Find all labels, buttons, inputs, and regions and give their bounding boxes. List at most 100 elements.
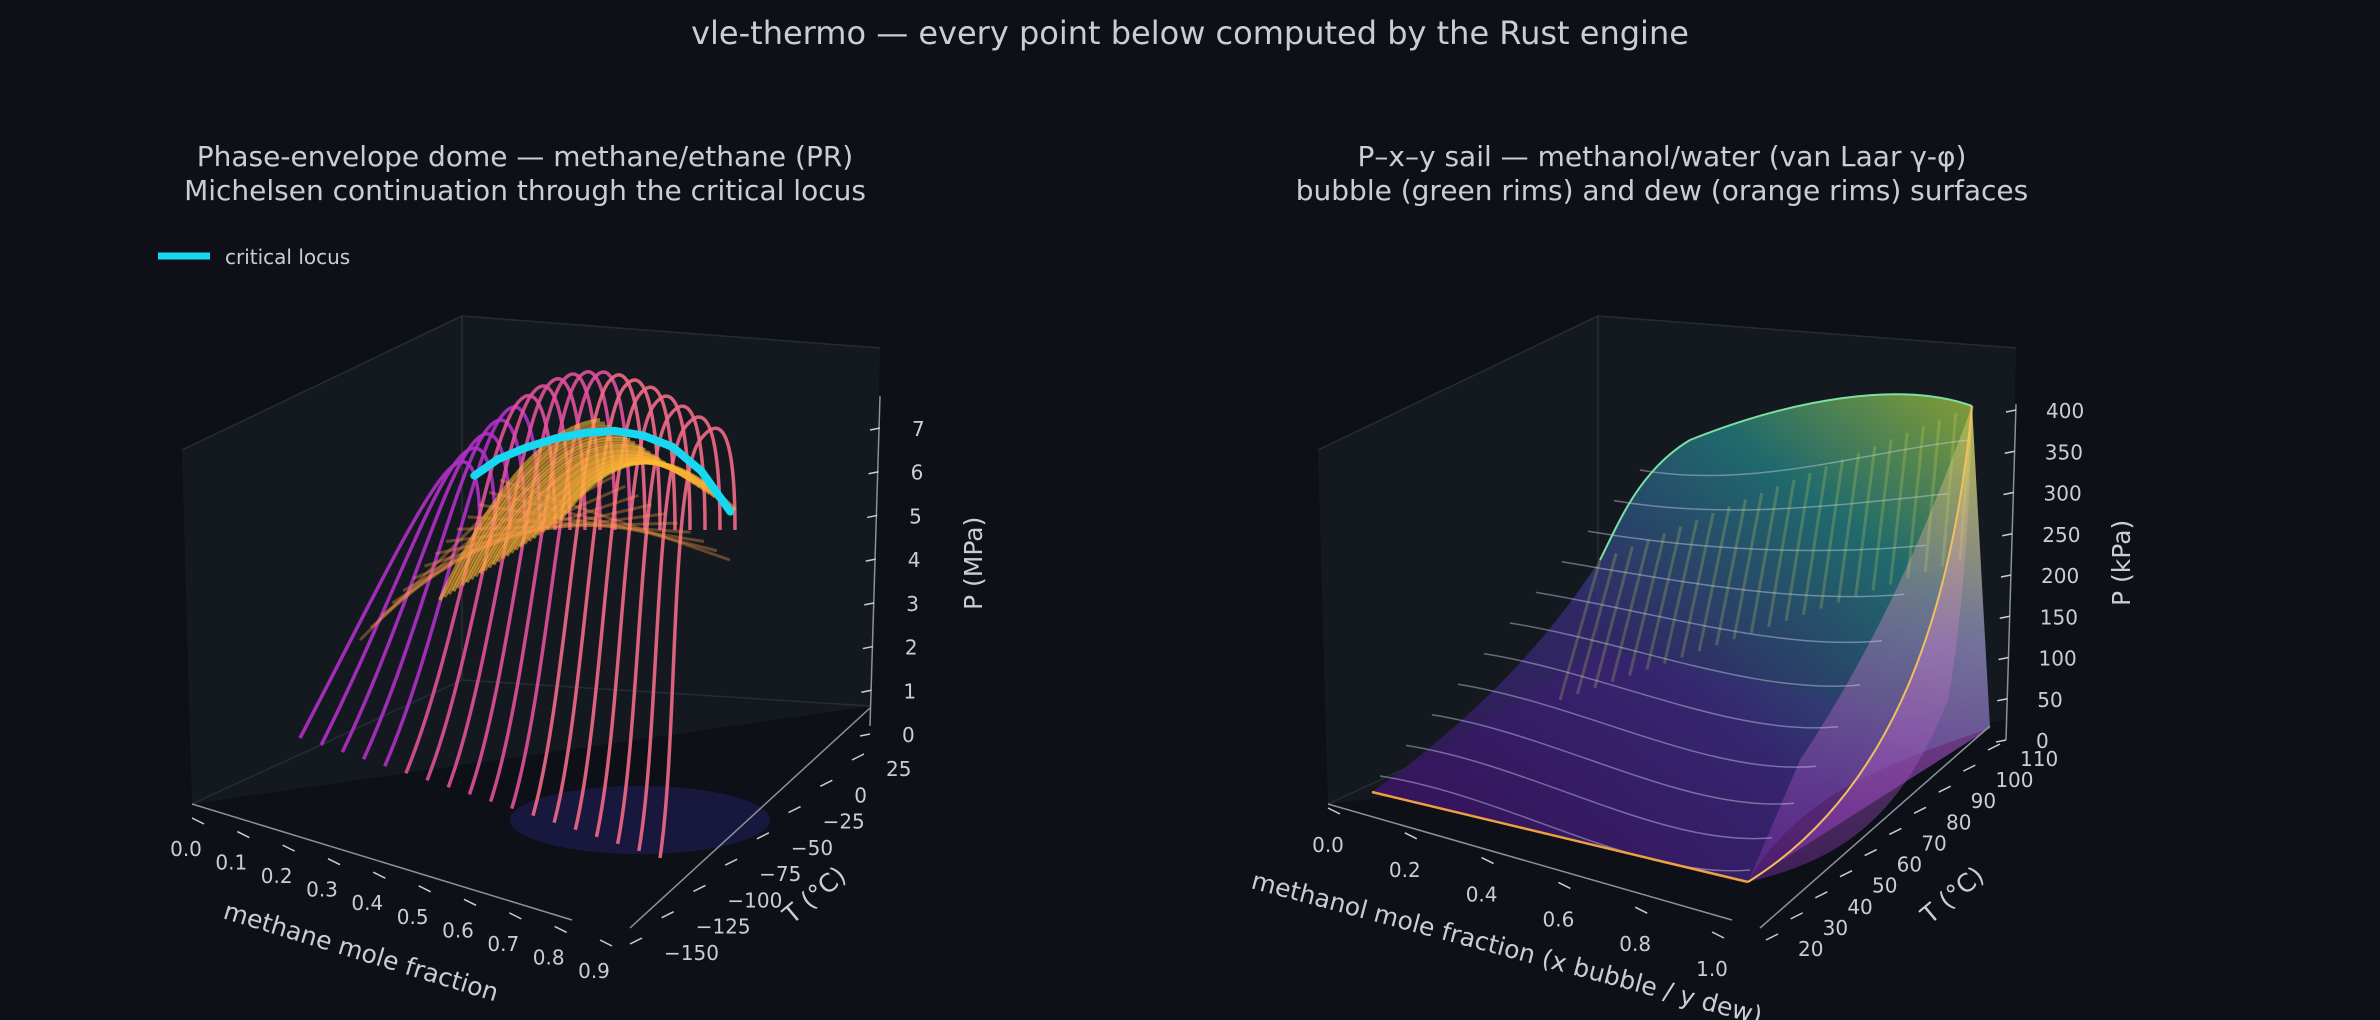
right-z-tick-mark (2003, 491, 2014, 496)
left-z-tick-mark (866, 514, 878, 519)
left-title-line2: Michelsen continuation through the criti… (184, 174, 866, 207)
right-y-tick-mark (1864, 848, 1878, 857)
right-y-tick-label: 70 (1921, 831, 1946, 855)
right-x-tick-mark (1481, 856, 1494, 865)
left-y-tick-mark (851, 753, 865, 761)
dew-base-rim (1371, 790, 1749, 884)
dome-mesh-line (469, 439, 636, 581)
right-x-tick-mark (1711, 931, 1725, 939)
right-y-tick-mark (1938, 785, 1952, 793)
right-z-tick-mark (1998, 656, 2009, 661)
dome-mesh-diag (424, 493, 639, 568)
left-panes (181, 314, 881, 805)
left-y-tick-label: 25 (886, 757, 911, 781)
left-y-tick-mark (693, 884, 706, 893)
left-z-tick-label: 2 (905, 636, 918, 660)
left-y-tick-label: −100 (727, 888, 782, 912)
left-x-tick-label: 0.7 (487, 932, 519, 956)
right-z-tick-label: 100 (2039, 647, 2077, 671)
dome-mesh-diag (435, 503, 652, 556)
right-x-tick-label: 0.4 (1466, 883, 1498, 907)
isotherm-rim (1587, 530, 1927, 552)
right-x-tick-label: 0.8 (1619, 932, 1651, 956)
left-y-tick-label: −125 (696, 915, 751, 939)
right-z-tick-label: 150 (2040, 605, 2078, 629)
isotherm-rim (1379, 775, 1751, 872)
dome-mesh-diag (391, 466, 601, 605)
sail-mesh-line (1680, 512, 1715, 658)
right-y-tick-label: 20 (1798, 937, 1823, 961)
left-z-tick-label: 5 (909, 504, 922, 528)
left-x-tick-label: 0.1 (215, 851, 247, 875)
sail-mesh-line (1819, 459, 1845, 609)
right-z-tick-mark (2000, 574, 2012, 578)
left-y-tick-label: −50 (791, 836, 833, 860)
left-chart: Phase-envelope dome — methane/ethane (PR… (158, 140, 988, 1007)
left-legend: critical locus (158, 245, 350, 269)
right-z-tick-mark (1999, 615, 2010, 619)
dome-mesh-diag (358, 438, 562, 642)
left-z-tick-mark (864, 602, 875, 606)
left-x-tick-mark (508, 912, 522, 920)
right-x-tick-mark (1558, 881, 1571, 890)
right-y-tick-mark (1962, 764, 1976, 772)
sail-mesh-line (1732, 492, 1764, 640)
isotherm-rim (1457, 683, 1817, 768)
dome-mesh-line (438, 418, 601, 601)
left-z-tick-mark (868, 470, 879, 475)
right-z-ticks: 0 50 100 150 200 250 300 350 400 (1995, 399, 2084, 753)
left-x-tick-label: 0.5 (397, 905, 429, 929)
right-z-tick-mark (2002, 533, 2013, 537)
isotherm-rim (1639, 439, 1971, 477)
sail-mesh-line (1923, 419, 1942, 573)
dome-mesh-diag (380, 457, 588, 617)
dome-mesh-line (473, 441, 641, 578)
sail-mesh-line (1749, 486, 1780, 634)
left-surface (298, 369, 770, 859)
right-y-tick-mark (1814, 891, 1828, 899)
right-y-tick-mark (1888, 827, 1902, 836)
right-z-tick-label: 50 (2037, 688, 2062, 712)
right-y-tick-mark (1790, 912, 1804, 920)
bubble-top-rim (1599, 393, 1973, 561)
right-z-tick-label: 200 (2041, 564, 2079, 588)
dome-mesh-diag (488, 490, 718, 553)
left-x-tick-label: 0.0 (170, 837, 202, 861)
sail-mesh-line (1558, 559, 1602, 701)
right-z-tick-label: 350 (2045, 440, 2083, 464)
right-x-axis (1327, 803, 1733, 921)
dome-mesh-diag (499, 478, 731, 562)
left-z-tick-label: 0 (902, 723, 915, 747)
dew-surface-2 (1748, 406, 1972, 882)
right-y-tick-label: 50 (1872, 874, 1897, 898)
sail-mesh-line (1697, 506, 1731, 652)
dome-mesh-diag (445, 512, 665, 544)
left-pane-back (182, 316, 880, 804)
left-x-axis (191, 803, 573, 921)
left-x-tick-mark (418, 885, 432, 893)
sail-mesh-line (1941, 412, 1958, 567)
left-z-tick-label: 4 (908, 548, 921, 572)
dome-mesh-line (460, 434, 626, 587)
right-y-tick-label: 40 (1847, 895, 1872, 919)
left-z-tick-mark (862, 645, 874, 650)
left-pane-edge (181, 314, 463, 805)
left-y-tick-mark (788, 805, 801, 814)
left-x-ticks: 0.0 0.1 0.2 0.3 0.4 0.5 0.6 0.7 0.8 0.9 (170, 817, 613, 983)
left-x-tick-label: 0.3 (306, 878, 338, 902)
left-y-tick-mark (819, 779, 833, 787)
right-z-tick-label: 400 (2046, 399, 2084, 423)
right-chart: P–x–y sail — methanol/water (van Laar γ-… (1248, 140, 2136, 1020)
dome-mesh-line (464, 436, 631, 584)
left-y-tick-mark (629, 937, 643, 945)
sail-mesh-line (1836, 452, 1861, 603)
left-y-tick-label: 0 (854, 783, 867, 807)
left-x-tick-mark (236, 830, 250, 839)
sail-mesh-line (1610, 539, 1650, 683)
left-pane-edge2 (461, 315, 881, 349)
left-x-tick-label: 0.6 (442, 918, 474, 942)
left-z-tick-label: 3 (906, 592, 919, 616)
sail-mesh-line (1593, 546, 1634, 689)
sail-mesh-line (1767, 479, 1796, 628)
sail-mesh-line (1628, 532, 1667, 677)
